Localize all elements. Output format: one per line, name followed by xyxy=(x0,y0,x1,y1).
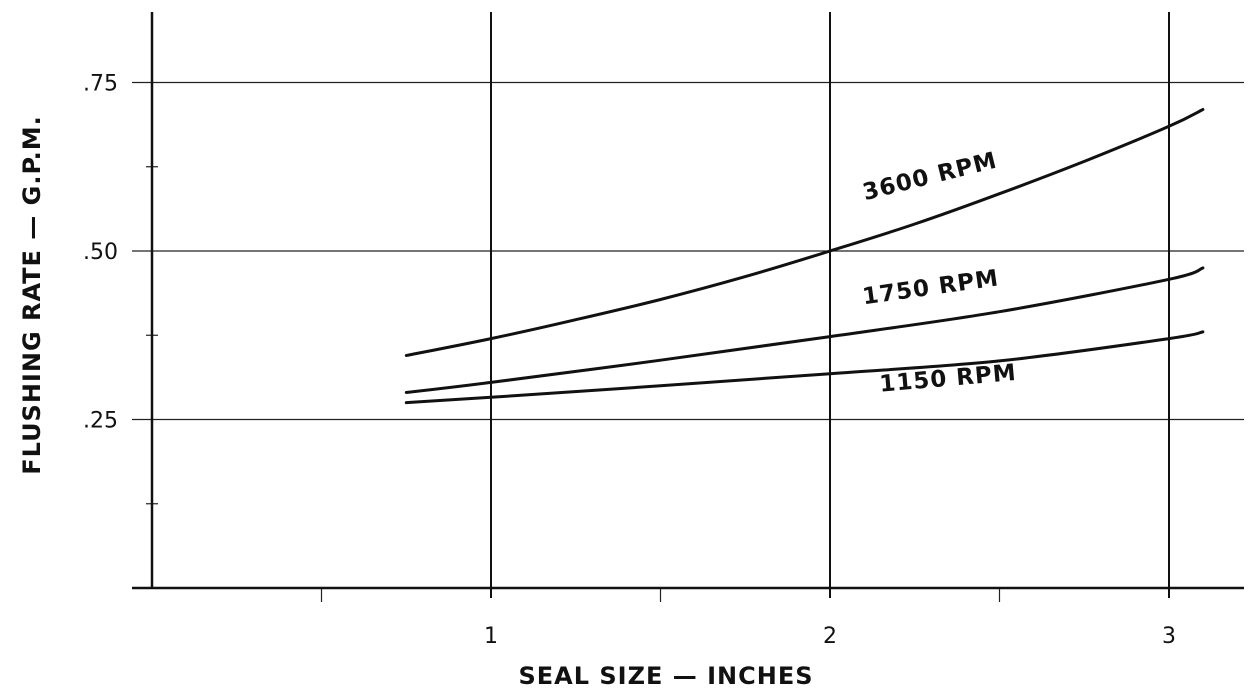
axes xyxy=(132,12,1244,590)
series-line-1150-rpm xyxy=(404,330,1205,405)
series-line-3600-rpm xyxy=(404,108,1205,357)
x-tick-label-1: 2 xyxy=(823,624,837,649)
x-axis-title: SEAL SIZE — INCHES xyxy=(518,662,813,690)
y-tick-label-0: .25 xyxy=(83,409,118,434)
series-lines xyxy=(404,108,1205,405)
curve-label-3600-rpm: 3600 RPM xyxy=(860,148,1000,206)
x-tick-label-0: 1 xyxy=(484,624,498,649)
y-axis-title: FLUSHING RATE — G.P.M. xyxy=(18,115,46,475)
y-tick-label-1: .50 xyxy=(83,240,118,265)
curve-label-1750-rpm: 1750 RPM xyxy=(861,265,1001,310)
series-line-1750-rpm xyxy=(404,266,1205,394)
x-tick-label-2: 3 xyxy=(1162,624,1176,649)
curve-label-1150-rpm: 1150 RPM xyxy=(878,360,1017,398)
tick-labels: .25 .50 .75 1 2 3 xyxy=(83,72,1176,650)
grid xyxy=(132,12,1244,602)
y-tick-label-2: .75 xyxy=(83,72,118,97)
